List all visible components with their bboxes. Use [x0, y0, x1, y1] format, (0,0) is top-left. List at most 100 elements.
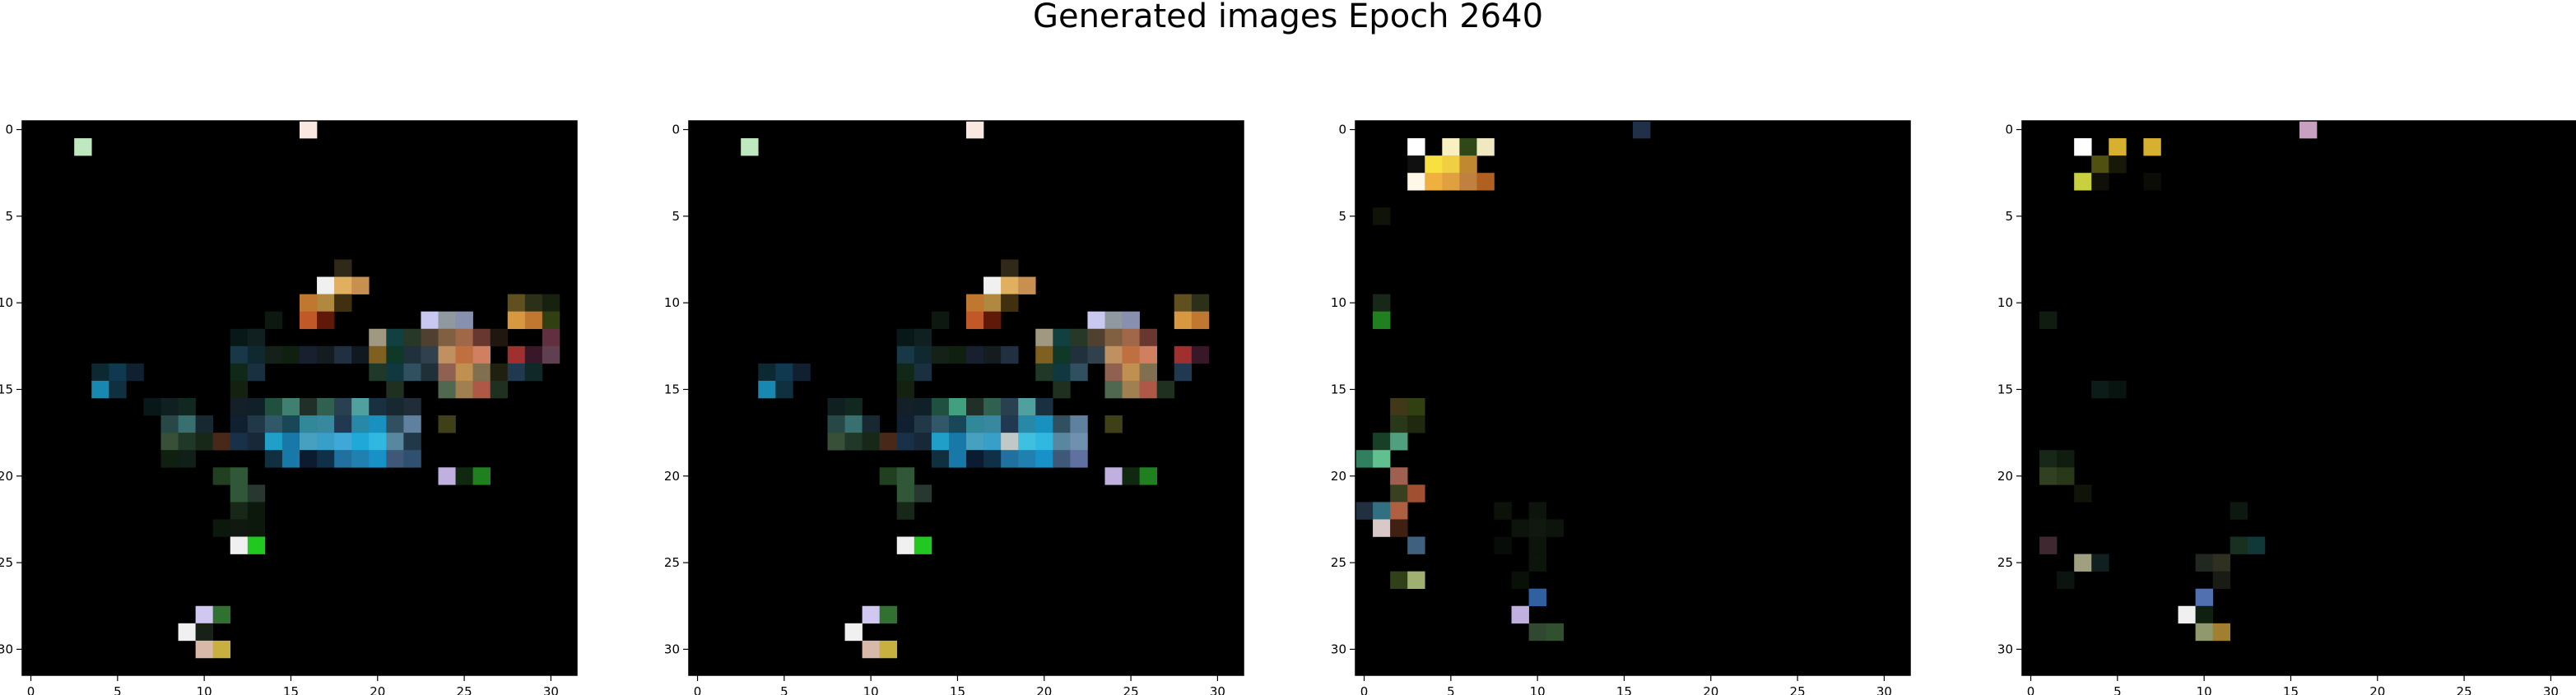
image-pixel [403, 398, 421, 416]
image-pixel [2091, 155, 2109, 174]
image-pixel [230, 345, 249, 364]
image-pixel [1390, 433, 1408, 451]
image-pixel [1001, 415, 1019, 433]
image-pixel [455, 363, 473, 382]
image-pixel [1528, 502, 1546, 520]
image-pixel [1476, 173, 1495, 191]
image-pixel [931, 345, 950, 364]
x-tick-label: 25 [1123, 684, 1139, 695]
image-pixel [1373, 519, 1391, 537]
image-pixel [195, 415, 213, 433]
image-pixel [264, 433, 283, 451]
image-pixel [230, 415, 249, 433]
image-pixel [1373, 311, 1391, 330]
image-pixel [281, 450, 300, 468]
image-pixel [247, 328, 266, 347]
image-pixel [230, 398, 249, 416]
image-pixel [1018, 433, 1036, 451]
image-pixel [827, 415, 845, 433]
image-pixel [2039, 450, 2058, 468]
image-pixel [369, 328, 387, 347]
image-pixel [1442, 138, 1460, 156]
y-tick-label: 25 [1997, 555, 2013, 570]
image-pixel [195, 623, 213, 642]
image-pixel [403, 328, 421, 347]
y-tick-label: 20 [0, 469, 13, 484]
image-pixel [983, 433, 1002, 451]
image-pixel [1528, 536, 1546, 554]
image-pixel [230, 467, 249, 485]
image-pixel [1122, 380, 1140, 399]
y-tick-label: 15 [1997, 382, 2013, 396]
image-pixel [1528, 588, 1546, 607]
y-tick-label: 15 [664, 382, 680, 396]
image-pixel [472, 345, 491, 364]
image-pixel [472, 363, 491, 382]
image-pixel [983, 415, 1002, 433]
image-pixel [2195, 588, 2213, 607]
image-pixel [264, 398, 283, 416]
image-pixel [1053, 345, 1071, 364]
image-pixel [264, 311, 283, 330]
image-pixel [1053, 450, 1071, 468]
image-pixel [421, 311, 439, 330]
image-pixel [507, 363, 526, 382]
y-tick-label: 10 [664, 295, 680, 310]
image-pixel [931, 415, 950, 433]
image-pixel [1546, 623, 1565, 642]
image-pixel [862, 605, 880, 624]
image-pixel [178, 450, 196, 468]
image-pixel [2143, 173, 2161, 191]
image-pixel [931, 450, 950, 468]
image-pixel [542, 294, 560, 312]
image-pixel [455, 311, 473, 330]
image-pixel [966, 345, 984, 364]
image-pixel [1407, 173, 1425, 191]
image-pixel [178, 433, 196, 451]
image-pixel [2057, 467, 2075, 485]
image-panel-1: 0 5 10 15 20 25 30 0 5 10 15 20 25 30 [0, 120, 578, 695]
image-pixel [2091, 173, 2109, 191]
image-pixel [758, 363, 776, 382]
image-pixel [1070, 328, 1088, 347]
image-pixel [1001, 433, 1019, 451]
image-pixel [369, 345, 387, 364]
image-pixel [195, 605, 213, 624]
image-pixel [1373, 207, 1391, 225]
image-pixel [2212, 554, 2231, 572]
y-tick-label: 5 [1338, 209, 1346, 224]
image-pixel [1122, 311, 1140, 330]
image-pixel [1425, 155, 1443, 174]
image-pixel [230, 536, 249, 554]
image-pixel [896, 484, 915, 503]
image-pixel [281, 433, 300, 451]
image-pixel [300, 450, 318, 468]
image-pixel [351, 433, 370, 451]
image-pixel [914, 536, 932, 554]
image-pixel [1633, 121, 1651, 139]
image-pixel [1070, 415, 1088, 433]
image-pixel [317, 433, 335, 451]
x-tick-label: 5 [2113, 684, 2122, 695]
image-pixel [1001, 345, 1019, 364]
image-pixel [1407, 415, 1425, 433]
image-pixel [914, 433, 932, 451]
image-pixel [896, 502, 915, 520]
x-tick-label: 30 [2543, 684, 2559, 695]
image-pixel [896, 467, 915, 485]
x-tick-label: 5 [1447, 684, 1455, 695]
image-pixel [281, 345, 300, 364]
image-pixel [74, 138, 92, 156]
image-pixel [1122, 363, 1140, 382]
image-pixel [317, 294, 335, 312]
x-tick-label: 0 [694, 684, 702, 695]
image-pixel [160, 450, 179, 468]
image-pixel [300, 433, 318, 451]
image-pixel [1035, 415, 1053, 433]
image-pixel [1528, 519, 1546, 537]
x-tick-label: 10 [1530, 684, 1546, 695]
image-pixel [1122, 328, 1140, 347]
x-tick-label: 30 [1210, 684, 1225, 695]
image-pixel [247, 484, 266, 503]
image-pixel [281, 415, 300, 433]
